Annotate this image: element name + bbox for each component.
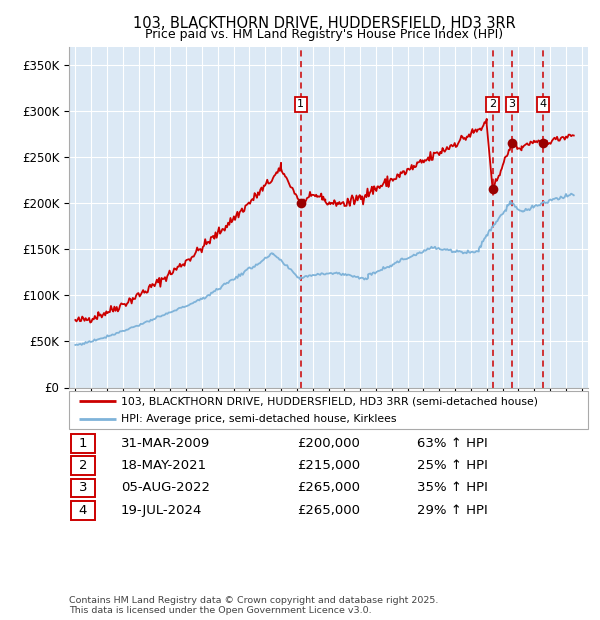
Text: HPI: Average price, semi-detached house, Kirklees: HPI: Average price, semi-detached house,… <box>121 414 397 424</box>
Text: 35% ↑ HPI: 35% ↑ HPI <box>417 482 488 494</box>
Bar <box>71 434 95 453</box>
Text: 103, BLACKTHORN DRIVE, HUDDERSFIELD, HD3 3RR: 103, BLACKTHORN DRIVE, HUDDERSFIELD, HD3… <box>133 16 515 30</box>
Bar <box>71 456 95 475</box>
Text: 4: 4 <box>79 504 87 516</box>
Text: 3: 3 <box>508 99 515 110</box>
Text: £265,000: £265,000 <box>298 504 361 516</box>
Bar <box>71 501 95 520</box>
Text: £265,000: £265,000 <box>298 482 361 494</box>
Text: 63% ↑ HPI: 63% ↑ HPI <box>417 437 487 450</box>
Text: Contains HM Land Registry data © Crown copyright and database right 2025.
This d: Contains HM Land Registry data © Crown c… <box>69 596 439 615</box>
Text: 103, BLACKTHORN DRIVE, HUDDERSFIELD, HD3 3RR (semi-detached house): 103, BLACKTHORN DRIVE, HUDDERSFIELD, HD3… <box>121 396 538 406</box>
Bar <box>553 46 588 388</box>
Text: 1: 1 <box>79 437 87 450</box>
Text: 31-MAR-2009: 31-MAR-2009 <box>121 437 210 450</box>
Text: 05-AUG-2022: 05-AUG-2022 <box>121 482 210 494</box>
Text: 2: 2 <box>489 99 496 110</box>
Bar <box>71 479 95 497</box>
Text: 25% ↑ HPI: 25% ↑ HPI <box>417 459 488 472</box>
Text: 3: 3 <box>79 482 87 494</box>
Text: £215,000: £215,000 <box>298 459 361 472</box>
Text: 29% ↑ HPI: 29% ↑ HPI <box>417 504 487 516</box>
Text: 2: 2 <box>79 459 87 472</box>
Text: 19-JUL-2024: 19-JUL-2024 <box>121 504 202 516</box>
Text: 1: 1 <box>298 99 304 110</box>
Text: Price paid vs. HM Land Registry's House Price Index (HPI): Price paid vs. HM Land Registry's House … <box>145 28 503 41</box>
Text: £200,000: £200,000 <box>298 437 360 450</box>
Text: 4: 4 <box>539 99 547 110</box>
Text: 18-MAY-2021: 18-MAY-2021 <box>121 459 207 472</box>
